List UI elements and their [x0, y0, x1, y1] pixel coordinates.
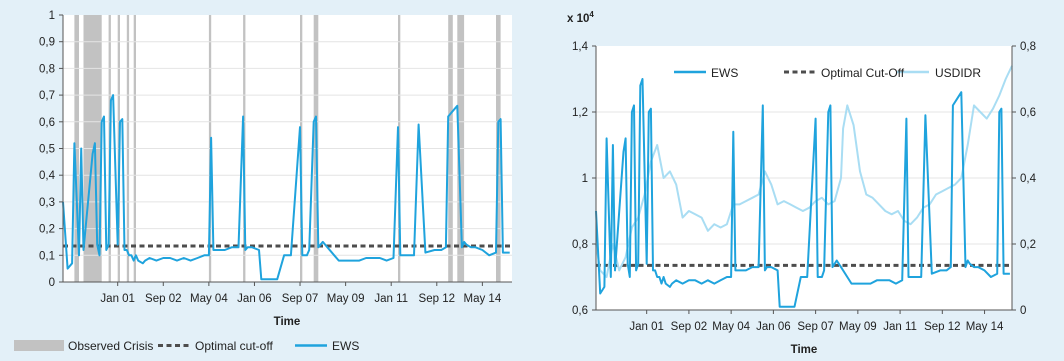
multiplier-base: x 10 — [567, 13, 589, 25]
right-right-y-tick-label-1: 0,2 — [1020, 239, 1036, 251]
right-legend: EWS Optimal Cut-Off USDIDR — [674, 66, 981, 80]
right-right-y-tick-label-3: 0,6 — [1020, 107, 1036, 119]
left-x-tick-label-0: Jan 01 — [100, 293, 135, 305]
left-y-tick-label-1: 0,1 — [39, 250, 55, 262]
legend-label-usdidr: USDIDR — [935, 66, 981, 80]
left-y-tick-label-6: 0,6 — [39, 117, 55, 129]
right-right-y-tick-label-2: 0,4 — [1020, 173, 1037, 185]
right-x-tick-label-7: Sep 12 — [924, 321, 960, 333]
left-y-tick-label-9: 0,9 — [39, 37, 55, 49]
legend-label-ews: EWS — [332, 339, 359, 353]
right-left-y-tick-label-4: 1,4 — [572, 41, 589, 53]
right-series-usdidr — [595, 65, 1013, 278]
legend-label-ews: EWS — [711, 66, 738, 80]
left-x-tick-label-3: Jan 06 — [237, 293, 272, 305]
right-left-y-tick-label-2: 1 — [582, 173, 588, 185]
right-series-ews — [595, 78, 1010, 308]
left-chart: 0 0,1 0,2 0,3 0,4 0,5 0,6 0,7 0,8 0,9 1 Jan 01 Sep 0… — [14, 10, 512, 353]
right-x-tick-label-5: May 09 — [839, 321, 877, 333]
legend-label-observed-crisis: Observed Crisis — [68, 339, 153, 353]
right-left-y-tick-label-3: 1,2 — [572, 107, 588, 119]
right-x-tick-label-6: Jan 11 — [883, 321, 917, 333]
left-y-tick-label-0: 0 — [49, 277, 55, 289]
right-x-tick-label-0: Jan 01 — [629, 321, 664, 333]
right-y-multiplier: x 104 — [567, 10, 594, 25]
left-y-tick-label-4: 0,4 — [39, 170, 56, 182]
left-series-ews — [62, 94, 510, 281]
right-x-axis-title: Time — [791, 344, 818, 356]
left-x-tick-label-4: Sep 07 — [282, 293, 318, 305]
left-y-tick-label-5: 0,5 — [39, 144, 55, 156]
legend-label-optimal-cut-off: Optimal Cut-Off — [821, 66, 905, 80]
legend-swatch-observed-crisis — [14, 340, 64, 351]
left-x-tick-label-1: Sep 02 — [145, 293, 181, 305]
left-x-tick-label-2: May 04 — [190, 293, 228, 305]
left-x-tick-label-7: Sep 12 — [419, 293, 455, 305]
left-x-axis-title: Time — [274, 316, 301, 328]
left-y-tick-label-2: 0,2 — [39, 224, 55, 236]
right-left-y-tick-label-0: 0,6 — [572, 305, 588, 317]
right-x-tick-label-2: May 04 — [712, 321, 750, 333]
right-right-y-tick-label-0: 0 — [1020, 305, 1026, 317]
left-y-tick-label-3: 0,3 — [39, 197, 55, 209]
left-y-tick-label-7: 0,7 — [39, 90, 55, 102]
right-right-y-tick-label-4: 0,8 — [1020, 41, 1036, 53]
right-chart: 0,6 0,8 1 1,2 1,4 0 0,2 0,4 0,6 0,8 Jan 01 Sep 02 Ma… — [567, 10, 1037, 356]
left-x-tick-label-6: Jan 11 — [374, 293, 408, 305]
left-legend: Observed Crisis Optimal cut-off EWS — [14, 339, 359, 353]
right-left-y-tick-label-1: 0,8 — [572, 239, 588, 251]
multiplier-exponent: 4 — [589, 10, 594, 19]
left-y-tick-label-10: 1 — [49, 10, 55, 22]
right-x-tick-label-1: Sep 02 — [671, 321, 707, 333]
right-x-tick-label-3: Jan 06 — [756, 321, 791, 333]
right-x-tick-label-8: May 14 — [966, 321, 1004, 333]
legend-label-optimal-cutoff: Optimal cut-off — [195, 339, 273, 353]
left-x-tick-label-5: May 09 — [327, 293, 365, 305]
right-x-tick-label-4: Sep 07 — [797, 321, 833, 333]
left-y-tick-label-8: 0,8 — [39, 63, 55, 75]
left-x-tick-label-8: May 14 — [464, 293, 502, 305]
